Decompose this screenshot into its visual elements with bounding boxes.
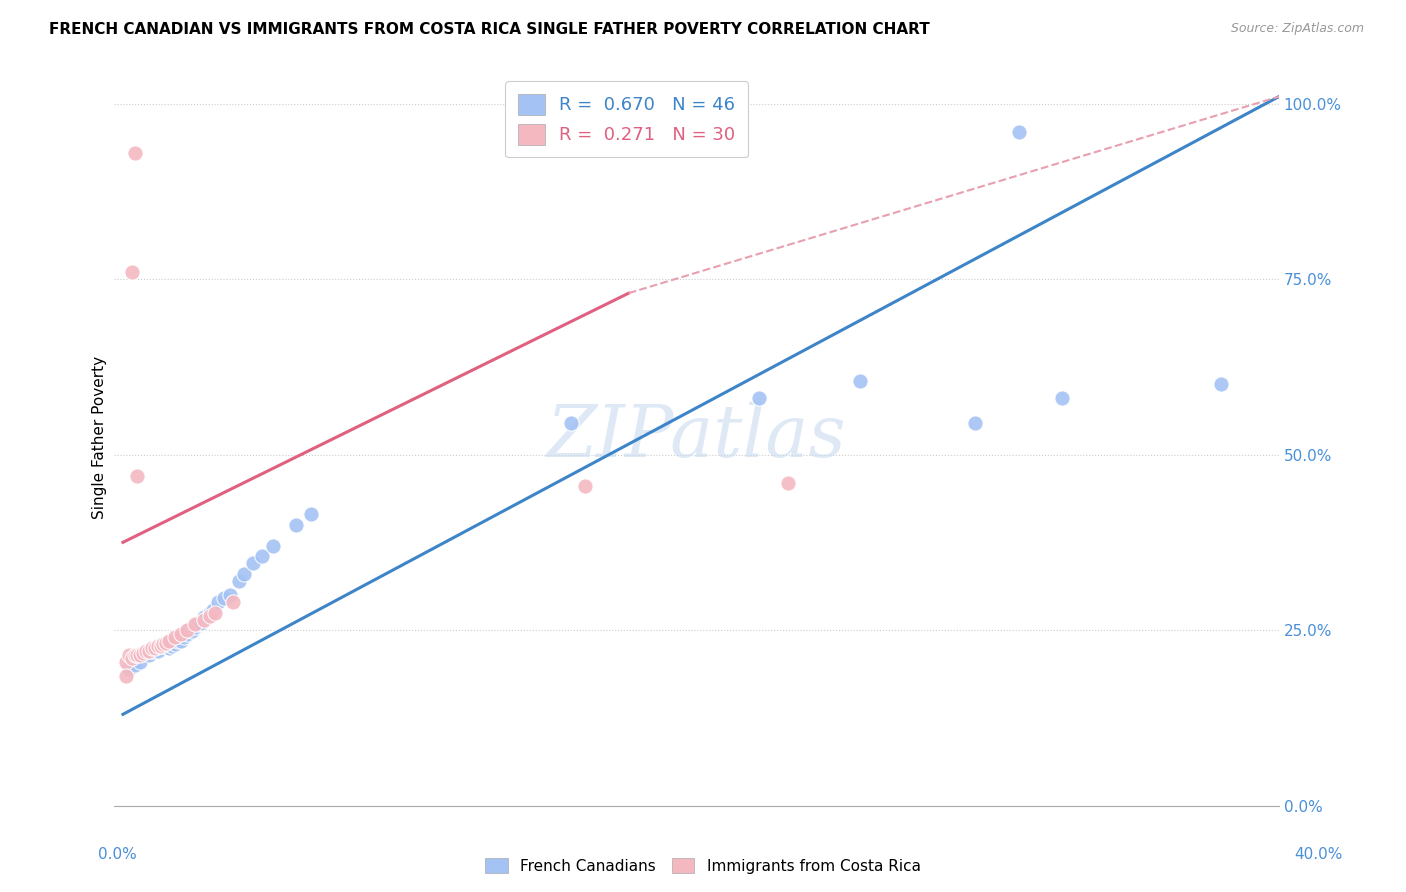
Point — [141, 640, 163, 655]
Point — [849, 374, 872, 388]
Point — [143, 640, 166, 655]
Point — [193, 610, 215, 624]
Point — [152, 637, 174, 651]
Point — [1008, 125, 1031, 139]
Point — [129, 648, 152, 662]
Point — [190, 615, 212, 630]
Point — [127, 648, 149, 662]
Point — [149, 639, 172, 653]
Point — [135, 644, 157, 658]
Point — [776, 475, 799, 490]
Point — [146, 644, 169, 658]
Point — [138, 648, 160, 662]
Point — [155, 636, 177, 650]
Point — [135, 644, 157, 658]
Point — [170, 633, 193, 648]
Point — [181, 624, 204, 639]
Point — [132, 646, 155, 660]
Point — [218, 588, 240, 602]
Point — [132, 646, 155, 660]
Point — [233, 566, 256, 581]
Point — [114, 669, 136, 683]
Point — [560, 416, 582, 430]
Point — [114, 655, 136, 669]
Legend: R =  0.670   N = 46, R =  0.271   N = 30: R = 0.670 N = 46, R = 0.271 N = 30 — [505, 81, 748, 157]
Point — [212, 591, 235, 606]
Point — [198, 609, 221, 624]
Point — [222, 595, 245, 609]
Point — [204, 606, 226, 620]
Point — [163, 637, 186, 651]
Text: ZIPatlas: ZIPatlas — [547, 401, 846, 472]
Point — [1050, 392, 1073, 406]
Point — [965, 416, 987, 430]
Point — [129, 655, 152, 669]
Text: FRENCH CANADIAN VS IMMIGRANTS FROM COSTA RICA SINGLE FATHER POVERTY CORRELATION : FRENCH CANADIAN VS IMMIGRANTS FROM COSTA… — [49, 22, 929, 37]
Point — [170, 626, 193, 640]
Point — [124, 648, 146, 662]
Point — [574, 479, 596, 493]
Point — [127, 648, 149, 662]
Point — [152, 637, 174, 651]
Point — [118, 648, 141, 662]
Point — [166, 633, 188, 648]
Point — [299, 508, 322, 522]
Point — [155, 636, 177, 650]
Point — [157, 640, 180, 655]
Point — [176, 626, 198, 640]
Point — [184, 617, 207, 632]
Point — [124, 658, 146, 673]
Text: 40.0%: 40.0% — [1295, 847, 1343, 863]
Point — [285, 517, 308, 532]
Point — [198, 606, 221, 620]
Point — [138, 644, 160, 658]
Point — [262, 539, 284, 553]
Point — [184, 619, 207, 633]
Point — [187, 617, 209, 632]
Point — [242, 557, 264, 571]
Point — [121, 265, 143, 279]
Point — [173, 630, 195, 644]
Point — [160, 639, 183, 653]
Text: Source: ZipAtlas.com: Source: ZipAtlas.com — [1230, 22, 1364, 36]
Point — [127, 468, 149, 483]
Point — [176, 623, 198, 637]
Point — [118, 662, 141, 676]
Y-axis label: Single Father Poverty: Single Father Poverty — [93, 356, 107, 518]
Point — [121, 651, 143, 665]
Point — [179, 623, 201, 637]
Point — [146, 639, 169, 653]
Point — [228, 574, 250, 588]
Point — [193, 613, 215, 627]
Point — [141, 644, 163, 658]
Point — [748, 392, 770, 406]
Point — [163, 630, 186, 644]
Point — [149, 639, 172, 653]
Point — [1211, 377, 1233, 392]
Point — [207, 595, 229, 609]
Point — [121, 655, 143, 669]
Text: 0.0%: 0.0% — [98, 847, 138, 863]
Point — [143, 640, 166, 655]
Legend: French Canadians, Immigrants from Costa Rica: French Canadians, Immigrants from Costa … — [479, 852, 927, 880]
Point — [157, 633, 180, 648]
Point — [250, 549, 273, 564]
Point — [124, 145, 146, 160]
Point — [201, 603, 224, 617]
